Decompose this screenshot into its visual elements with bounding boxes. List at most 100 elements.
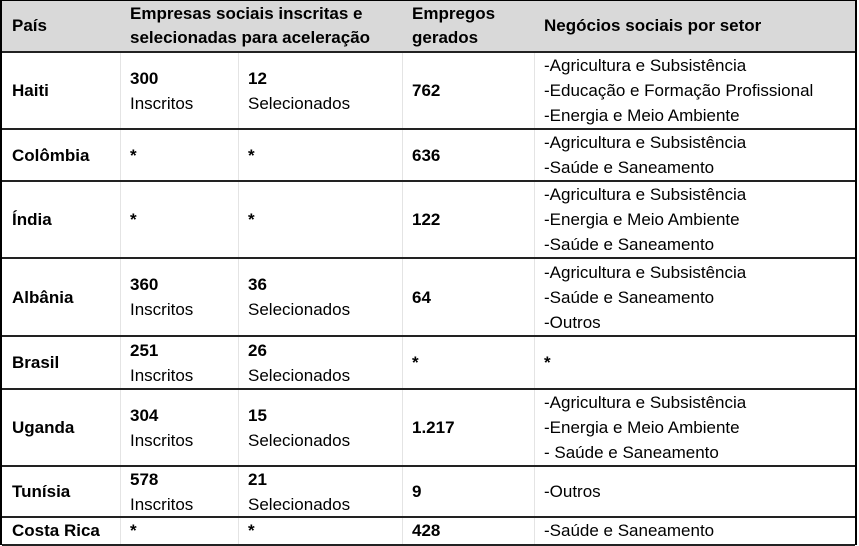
cell-setores: -Agricultura e Subsistência -Saúde e Sane… (544, 259, 854, 335)
table-row: Uganda 304 Inscritos 15 Selecionados 1.217 -Ag… (2, 390, 855, 467)
cell-empregos: 1.217 (412, 390, 532, 465)
empregos-value: 1.217 (412, 418, 455, 437)
empregos-value: 64 (412, 287, 431, 307)
cell-inscritos: 360 Inscritos (130, 259, 240, 335)
cell-inscritos: * (130, 518, 240, 544)
cell-empregos: 64 (412, 259, 532, 335)
cell-selecionados: * (248, 518, 398, 544)
selecionados-count: * (248, 145, 255, 165)
header-empregos-line2: gerados (412, 28, 479, 47)
cell-selecionados: * (248, 182, 398, 257)
cell-selecionados: 15 Selecionados (248, 390, 398, 465)
cell-pais: Brasil (12, 337, 122, 388)
inscritos-label: Inscritos (130, 365, 194, 385)
inscritos-count: 304 (130, 405, 159, 425)
inscritos-count: 360 (130, 275, 159, 294)
empregos-value: 636 (412, 145, 441, 165)
cell-pais: Albânia (12, 259, 122, 335)
empregos-value: * (412, 353, 419, 372)
cell-inscritos: 578 Inscritos (130, 467, 240, 516)
header-pais-label: País (12, 16, 47, 35)
sector-item: * (544, 353, 551, 372)
table-row: Tunísia 578 Inscritos 21 Selecionados 9 -Outro… (2, 467, 855, 518)
sector-item: -Agricultura e Subsistência (544, 393, 747, 412)
header-setor: Negócios sociais por setor (544, 1, 854, 51)
empregos-value: 122 (412, 210, 441, 229)
sector-item: -Saúde e Saneamento (544, 287, 715, 307)
table-row: Haiti 300 Inscritos 12 Selecionados 762 -Agric… (2, 53, 855, 130)
sector-item: -Saúde e Saneamento (544, 158, 715, 177)
inscritos-label: Inscritos (130, 494, 194, 514)
inscritos-count: * (130, 145, 137, 165)
column-divider (238, 53, 239, 545)
sector-item: -Saúde e Saneamento (544, 235, 715, 254)
cell-empregos: 636 (412, 130, 532, 180)
cell-selecionados: 21 Selecionados (248, 467, 398, 516)
selecionados-label: Selecionados (248, 430, 351, 450)
header-empresas: Empresas sociais inscritas e selecionada… (130, 1, 400, 51)
header-empresas-line1: Empresas sociais inscritas e (130, 4, 363, 23)
table-row: Brasil 251 Inscritos 26 Selecionados * * (2, 337, 855, 390)
selecionados-count: 26 (248, 340, 267, 360)
cell-selecionados: 36 Selecionados (248, 259, 398, 335)
sector-item: -Agricultura e Subsistência (544, 185, 747, 204)
cell-selecionados: 12 Selecionados (248, 53, 398, 128)
cell-inscritos: 304 Inscritos (130, 390, 240, 465)
cell-empregos: 122 (412, 182, 532, 257)
cell-inscritos: * (130, 130, 240, 180)
sector-item: -Agricultura e Subsistência (544, 262, 747, 282)
inscritos-count: 578 (130, 469, 159, 489)
cell-pais: Tunísia (12, 467, 122, 516)
inscritos-count: * (130, 521, 137, 540)
cell-empregos: 428 (412, 518, 532, 544)
empregos-value: 762 (412, 81, 441, 100)
header-empregos: Empregos gerados (412, 1, 532, 51)
cell-pais: Haiti (12, 53, 122, 128)
header-setor-label: Negócios sociais por setor (544, 16, 762, 35)
sector-item: -Agricultura e Subsistência (544, 133, 747, 152)
column-divider (402, 53, 403, 545)
cell-pais: Uganda (12, 390, 122, 465)
table-row: Índia * * 122 -Agricultura e Subsistência -En… (2, 182, 855, 259)
country-name: Uganda (12, 418, 75, 437)
table-row: Albânia 360 Inscritos 36 Selecionados 64 -Agri… (2, 259, 855, 337)
sector-item: -Energia e Meio Ambiente (544, 210, 740, 229)
sector-item: -Outros (544, 482, 601, 501)
cell-setores: -Outros (544, 467, 854, 516)
header-empresas-line2: selecionadas para aceleração (130, 28, 371, 47)
selecionados-count: 21 (248, 469, 267, 489)
inscritos-label: Inscritos (130, 300, 194, 319)
table-row: Colômbia * * 636 -Agricultura e Subsistência… (2, 130, 855, 182)
country-name: Brasil (12, 353, 60, 372)
selecionados-label: Selecionados (248, 93, 351, 113)
table-row: Costa Rica * * 428 -Saúde e Saneamento (2, 518, 855, 546)
cell-setores: -Agricultura e Subsistência -Energia e Me… (544, 390, 854, 465)
inscritos-count: * (130, 210, 137, 229)
selecionados-label: Selecionados (248, 300, 351, 319)
empregos-value: 428 (412, 521, 441, 540)
selecionados-label: Selecionados (248, 365, 351, 385)
country-name: Haiti (12, 81, 49, 100)
cell-pais: Índia (12, 182, 122, 257)
sector-item: -Educação e Formação Profissional (544, 81, 814, 100)
cell-setores: -Saúde e Saneamento (544, 518, 854, 544)
sector-item: -Saúde e Saneamento (544, 521, 715, 540)
sector-item: -Energia e Meio Ambiente (544, 106, 740, 125)
sector-item: -Agricultura e Subsistência (544, 56, 747, 75)
cell-setores: -Agricultura e Subsistência -Educação e F… (544, 53, 854, 128)
cell-setores: -Agricultura e Subsistência -Energia e Me… (544, 182, 854, 257)
cell-pais: Costa Rica (12, 518, 122, 544)
table-header-row: País Empresas sociais inscritas e seleci… (2, 1, 855, 53)
selecionados-count: 36 (248, 275, 267, 294)
cell-setores: -Agricultura e Subsistência -Saúde e Sane… (544, 130, 854, 180)
selecionados-count: 15 (248, 405, 267, 425)
cell-setores: * (544, 337, 854, 388)
column-divider (534, 53, 535, 545)
selecionados-count: * (248, 521, 255, 540)
sector-item: - Saúde e Saneamento (544, 443, 719, 462)
header-pais: País (12, 1, 122, 51)
country-name: Tunísia (12, 482, 71, 501)
cell-empregos: 762 (412, 53, 532, 128)
header-empregos-line1: Empregos (412, 4, 496, 23)
